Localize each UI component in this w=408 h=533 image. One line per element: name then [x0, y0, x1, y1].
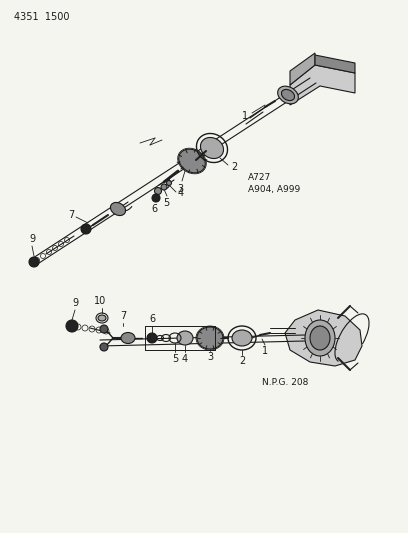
Text: 10: 10 — [94, 296, 106, 306]
Circle shape — [29, 257, 39, 267]
Text: 3: 3 — [177, 184, 183, 194]
Circle shape — [81, 224, 91, 234]
Ellipse shape — [98, 315, 106, 321]
Ellipse shape — [197, 327, 223, 349]
Text: 9: 9 — [72, 298, 78, 308]
Text: 2: 2 — [239, 356, 245, 366]
Circle shape — [66, 320, 78, 332]
Circle shape — [100, 343, 108, 351]
Circle shape — [166, 181, 171, 185]
Ellipse shape — [282, 90, 295, 101]
Circle shape — [155, 188, 162, 195]
Ellipse shape — [121, 333, 135, 343]
Ellipse shape — [200, 138, 224, 158]
Polygon shape — [290, 53, 315, 85]
Text: 4: 4 — [182, 354, 188, 364]
Text: 9: 9 — [29, 234, 35, 244]
Ellipse shape — [232, 330, 252, 346]
Text: 7: 7 — [120, 311, 126, 321]
Text: 7: 7 — [68, 210, 74, 220]
Text: 1: 1 — [262, 346, 268, 356]
Text: 2: 2 — [231, 162, 237, 172]
Circle shape — [147, 333, 157, 343]
Ellipse shape — [278, 86, 298, 104]
Polygon shape — [315, 55, 355, 73]
Circle shape — [152, 194, 160, 202]
Polygon shape — [290, 65, 355, 105]
Ellipse shape — [305, 320, 335, 356]
Circle shape — [161, 184, 167, 190]
Text: N.P.G. 208: N.P.G. 208 — [262, 378, 308, 387]
Ellipse shape — [310, 326, 330, 350]
Ellipse shape — [111, 203, 126, 215]
Text: 4: 4 — [178, 188, 184, 198]
Text: 6: 6 — [151, 204, 157, 214]
Circle shape — [100, 325, 108, 333]
Text: 5: 5 — [172, 354, 178, 364]
Text: A727
A904, A999: A727 A904, A999 — [248, 173, 300, 194]
Text: 1: 1 — [242, 111, 248, 121]
Ellipse shape — [177, 331, 193, 345]
Text: 4351  1500: 4351 1500 — [14, 12, 69, 22]
Ellipse shape — [179, 149, 205, 173]
Text: 5: 5 — [163, 198, 169, 208]
Polygon shape — [285, 310, 362, 366]
Text: 6: 6 — [149, 314, 155, 324]
Text: 3: 3 — [207, 352, 213, 362]
